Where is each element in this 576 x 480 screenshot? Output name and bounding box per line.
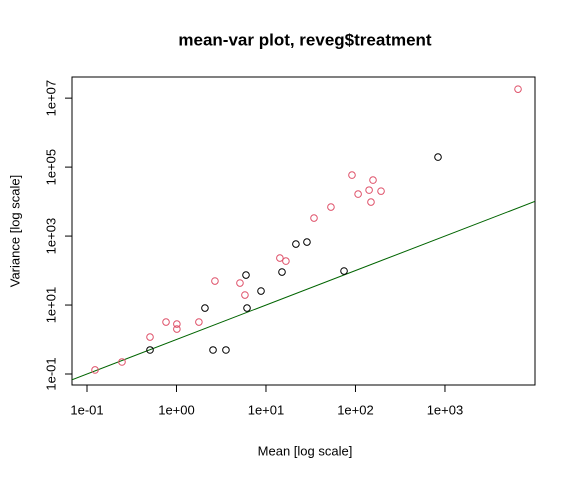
point xyxy=(434,153,442,161)
point xyxy=(303,238,311,246)
point xyxy=(348,171,356,179)
point xyxy=(242,271,250,279)
y-tick-label: 1e+07 xyxy=(43,80,58,117)
point xyxy=(377,187,385,195)
y-tick-label: 1e-01 xyxy=(43,357,58,390)
point xyxy=(340,267,348,275)
point xyxy=(209,346,217,354)
y-tick-label: 1e+01 xyxy=(43,287,58,324)
point xyxy=(257,287,265,295)
point xyxy=(222,346,230,354)
reference-line xyxy=(72,200,535,381)
point xyxy=(282,257,290,265)
point xyxy=(146,333,154,341)
point xyxy=(369,176,377,184)
point xyxy=(236,279,244,287)
point xyxy=(310,214,318,222)
y-tick-label: 1e+03 xyxy=(43,218,58,255)
point xyxy=(146,346,154,354)
x-tick-label: 1e+03 xyxy=(427,402,464,417)
point xyxy=(173,325,181,333)
point xyxy=(514,85,522,93)
point xyxy=(118,358,126,366)
point xyxy=(211,277,219,285)
chart-title: mean-var plot, reveg$treatment xyxy=(178,30,432,49)
point xyxy=(367,198,375,206)
point xyxy=(201,304,209,312)
point xyxy=(354,190,362,198)
y-tick-label: 1e+05 xyxy=(43,149,58,186)
x-tick-label: 1e+02 xyxy=(337,402,374,417)
point xyxy=(241,291,249,299)
point xyxy=(195,318,203,326)
point xyxy=(327,203,335,211)
x-axis-label: Mean [log scale] xyxy=(258,443,353,458)
point xyxy=(243,304,251,312)
point xyxy=(365,186,373,194)
point xyxy=(91,366,99,374)
point xyxy=(162,318,170,326)
point xyxy=(292,240,300,248)
point xyxy=(278,268,286,276)
point xyxy=(173,320,181,328)
x-tick-label: 1e+00 xyxy=(158,402,195,417)
y-axis-label: Variance [log scale] xyxy=(7,175,22,288)
x-tick-label: 1e-01 xyxy=(70,402,103,417)
x-tick-label: 1e+01 xyxy=(248,402,285,417)
plot-frame xyxy=(71,76,536,386)
point xyxy=(276,254,284,262)
